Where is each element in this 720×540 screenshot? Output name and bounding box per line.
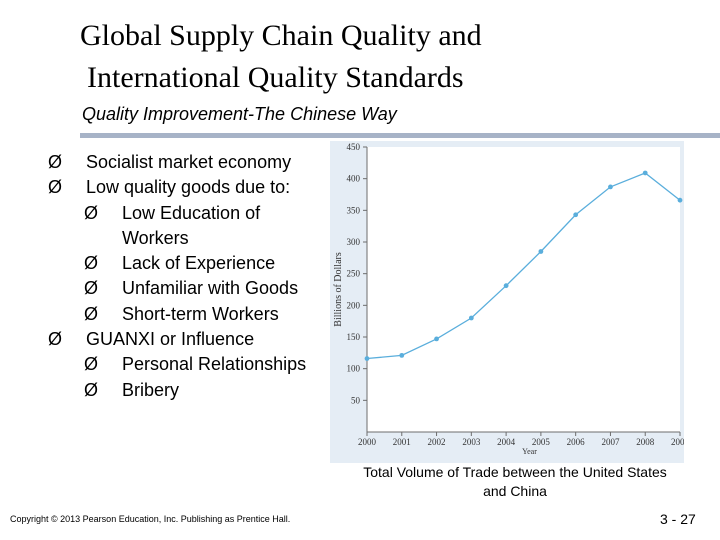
bullet-item: Ø Lack of Experience: [48, 251, 306, 276]
bullet-item: Ø Personal Relationships: [48, 352, 306, 377]
arrow-bullet-icon: Ø: [48, 152, 63, 172]
x-tick-label: 2006: [567, 437, 586, 447]
y-axis-label: Billions of Dollars: [333, 252, 344, 327]
bullet-text: Personal Relationships: [122, 354, 307, 375]
slide-subtitle: Quality Improvement-The Chinese Way: [82, 104, 397, 124]
line-chart-svg: 50 100 150 200 250 300 350 400 450 2000 2001 2002 20…: [333, 142, 690, 456]
x-tick-label: 2003: [462, 437, 481, 447]
arrow-bullet-icon: Ø: [48, 177, 63, 198]
x-tick-label: 2004: [497, 437, 515, 447]
y-tick-label: 100: [347, 364, 361, 374]
bullet-text: Bribery: [122, 379, 180, 400]
y-tick-label: 50: [351, 395, 361, 405]
bullet-item: Ø Socialist market economy: [48, 150, 306, 175]
bullet-text: GUANXI or Influence: [86, 329, 255, 350]
x-tick-label: 2008: [636, 437, 655, 447]
trade-volume-chart: 50 100 150 200 250 300 350 400 450 2000 2001 2002 20…: [330, 141, 690, 463]
bullet-item: Ø Bribery: [48, 378, 306, 403]
arrow-bullet-icon: Ø: [84, 278, 99, 299]
data-point: [399, 352, 405, 358]
x-tick-label: 2009: [671, 437, 684, 447]
bullet-list: Ø Socialist market economy Ø Low quality go…: [48, 150, 306, 403]
bullet-item: Ø Low Education of: [48, 201, 306, 226]
copyright-footer: Copyright © 2013 Pearson Education, Inc.…: [10, 514, 291, 524]
plot-area: [367, 147, 680, 432]
series-line: [366, 172, 681, 360]
arrow-bullet-icon: Ø: [84, 379, 99, 400]
arrow-bullet-icon: Ø: [84, 303, 99, 324]
bullet-item: Ø Low quality goods due to:: [48, 175, 306, 200]
bullet-item: Ø Short-term Workers: [48, 302, 306, 327]
bullet-item: Ø Unfamiliar with Goods: [48, 276, 306, 301]
data-point: [503, 283, 509, 289]
arrow-bullet-icon: Ø: [84, 253, 99, 274]
chart-caption: Total Volume of Trade between the United…: [363, 464, 667, 499]
bullet-item: Workers: [48, 226, 306, 251]
page-number: 3 - 27: [660, 511, 696, 527]
bullet-item: Ø GUANXI or Influence: [48, 327, 306, 352]
title-divider: [80, 133, 720, 138]
x-tick-label: 2000: [358, 437, 377, 447]
y-tick-label: 400: [347, 174, 361, 184]
bullet-text: Socialist market economy: [86, 152, 292, 172]
x-tick-label: 2007: [601, 437, 620, 447]
data-point: [364, 356, 370, 361]
x-tick-label: 2005: [532, 437, 551, 447]
data-point: [608, 184, 613, 190]
y-tick-label: 300: [347, 237, 361, 247]
bullet-text: Low Education of: [122, 202, 261, 223]
bullet-text: Lack of Experience: [122, 253, 276, 274]
data-point: [642, 170, 648, 176]
bullet-text: Workers: [122, 227, 189, 248]
y-tick-label: 350: [347, 205, 361, 215]
x-axis-label: Year: [522, 447, 537, 456]
bullet-text: Short-term Workers: [122, 303, 279, 324]
y-tick-label: 200: [347, 300, 361, 310]
data-point: [677, 197, 683, 203]
data-point: [538, 249, 544, 254]
x-tick-label: 2002: [428, 437, 446, 447]
bullet-text: Unfamiliar with Goods: [122, 278, 299, 299]
slide-title-line-1: Global Supply Chain Quality and: [80, 19, 482, 52]
arrow-bullet-icon: Ø: [84, 202, 99, 223]
arrow-bullet-icon: Ø: [84, 354, 99, 375]
data-point: [573, 212, 579, 218]
data-point: [434, 336, 439, 342]
data-point: [468, 315, 474, 321]
slide-title-line-2: International Quality Standards: [87, 61, 464, 94]
y-tick-label: 250: [347, 269, 361, 279]
y-tick-label: 150: [347, 332, 361, 342]
arrow-bullet-icon: Ø: [48, 329, 63, 350]
y-tick-label: 450: [347, 142, 361, 152]
bullet-text: Low quality goods due to:: [86, 177, 291, 198]
x-tick-label: 2001: [393, 437, 411, 447]
